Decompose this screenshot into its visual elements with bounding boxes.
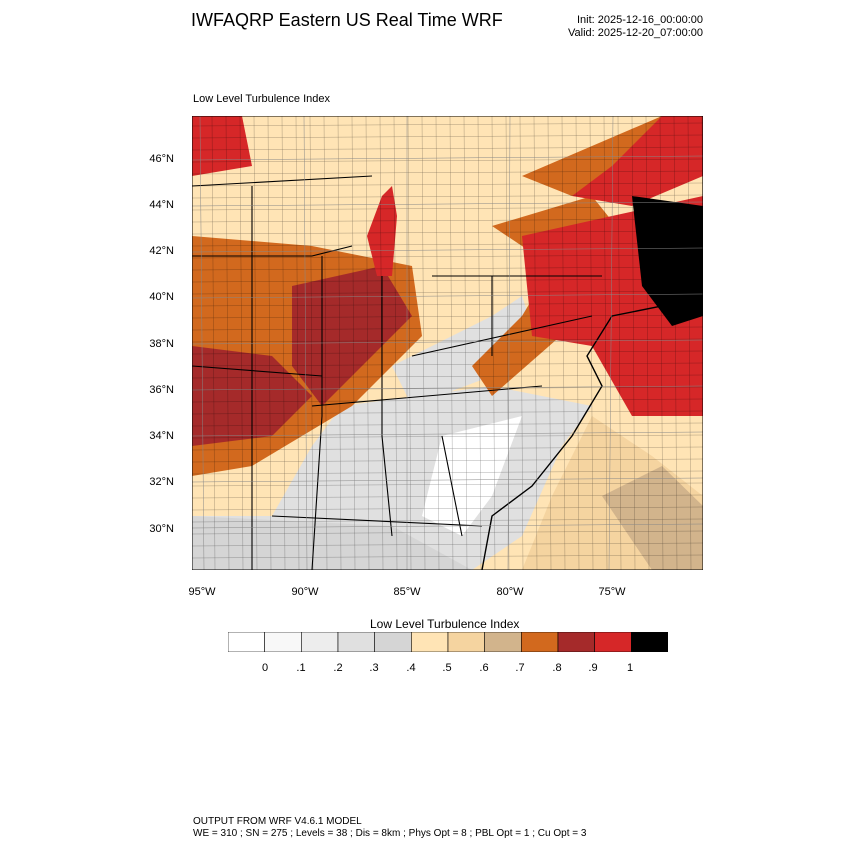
turbulence-map bbox=[192, 116, 703, 570]
black-region-newengland bbox=[632, 196, 703, 326]
colorbar-swatch bbox=[631, 632, 668, 652]
colorbar-swatch bbox=[411, 632, 449, 652]
plot-title: IWFAQRP Eastern US Real Time WRF bbox=[191, 10, 503, 30]
colorbar-swatch bbox=[301, 632, 339, 652]
colorbar-title: Low Level Turbulence Index bbox=[370, 617, 520, 631]
colorbar-label: .7 bbox=[515, 662, 525, 674]
gray-region-ohio bbox=[392, 296, 532, 406]
lat-label: 46°N bbox=[149, 153, 174, 165]
colorbar-label: .6 bbox=[479, 662, 489, 674]
colorbar-label: .5 bbox=[442, 662, 452, 674]
lat-label: 42°N bbox=[149, 245, 174, 257]
white-region-georgia bbox=[422, 416, 522, 536]
colorbar-swatch bbox=[264, 632, 302, 652]
brown-region-atlantic bbox=[602, 466, 703, 570]
colorbar-swatch bbox=[484, 632, 522, 652]
lat-label: 38°N bbox=[149, 338, 174, 350]
model-version: OUTPUT FROM WRF V4.6.1 MODEL bbox=[193, 816, 362, 827]
colorbar-label: .1 bbox=[296, 662, 306, 674]
colorbar-swatch bbox=[228, 632, 265, 652]
red-region-minnesota bbox=[192, 116, 252, 176]
graticule bbox=[192, 116, 703, 570]
lon-label: 90°W bbox=[291, 586, 319, 598]
colorbar-swatch bbox=[447, 632, 485, 652]
run-times: Init: 2025-12-16_00:00:00 Valid: 2025-12… bbox=[560, 14, 703, 40]
colorbar-label: .9 bbox=[588, 662, 598, 674]
county-boundaries bbox=[192, 116, 703, 570]
lon-label: 95°W bbox=[188, 586, 216, 598]
init-time: Init: 2025-12-16_00:00:00 bbox=[577, 14, 703, 26]
lon-label: 85°W bbox=[393, 586, 421, 598]
colorbar-swatch bbox=[337, 632, 375, 652]
lat-label: 34°N bbox=[149, 430, 174, 442]
colorbar-swatch bbox=[521, 632, 559, 652]
colorbar-swatch bbox=[594, 632, 632, 652]
gray-region-gulf bbox=[192, 516, 472, 570]
colorbar-label: 1 bbox=[626, 662, 634, 674]
valid-time: Valid: 2025-12-20_07:00:00 bbox=[568, 27, 703, 39]
colorbar-label: .8 bbox=[552, 662, 562, 674]
model-config: WE = 310 ; SN = 275 ; Levels = 38 ; Dis … bbox=[193, 828, 587, 839]
lon-label: 80°W bbox=[496, 586, 524, 598]
colorbar-label: 0 bbox=[261, 662, 269, 674]
lat-label: 44°N bbox=[149, 199, 174, 211]
lat-label: 30°N bbox=[149, 523, 174, 535]
colorbar-swatch bbox=[374, 632, 412, 652]
coastline bbox=[481, 305, 703, 570]
lat-label: 36°N bbox=[149, 384, 174, 396]
colorbar-label: .4 bbox=[406, 662, 416, 674]
colorbar bbox=[228, 632, 668, 652]
lat-label: 32°N bbox=[149, 476, 174, 488]
model-info: OUTPUT FROM WRF V4.6.1 MODEL WE = 310 ; … bbox=[193, 816, 586, 840]
lat-label: 40°N bbox=[149, 291, 174, 303]
lon-label: 75°W bbox=[598, 586, 626, 598]
colorbar-label: .2 bbox=[333, 662, 343, 674]
lake-michigan bbox=[367, 186, 397, 276]
colorbar-swatch bbox=[557, 632, 595, 652]
colorbar-label: .3 bbox=[369, 662, 379, 674]
field-name: Low Level Turbulence Index bbox=[193, 93, 330, 105]
